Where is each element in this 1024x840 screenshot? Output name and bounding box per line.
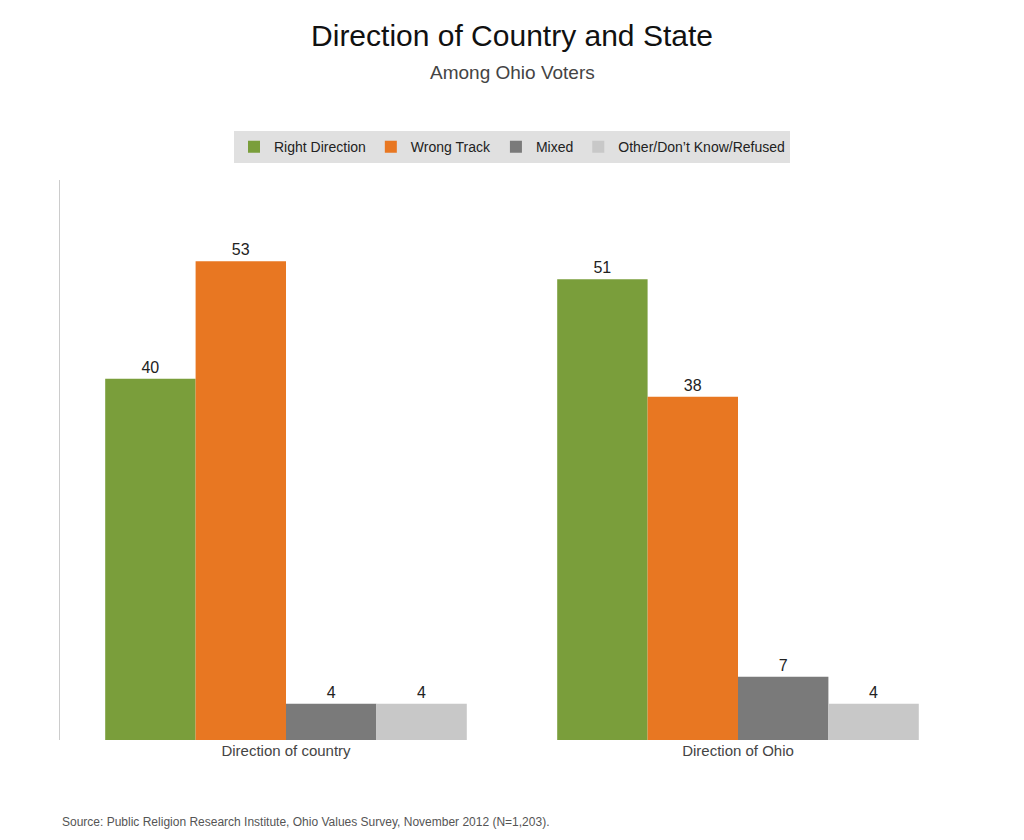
svg-text:38: 38: [684, 377, 702, 394]
svg-text:Mixed: Mixed: [536, 139, 573, 155]
svg-text:Among Ohio Voters: Among Ohio Voters: [430, 62, 595, 83]
svg-text:Direction of Country and State: Direction of Country and State: [311, 19, 713, 52]
svg-text:Other/Don’t Know/Refused: Other/Don’t Know/Refused: [618, 139, 785, 155]
svg-text:Direction of country: Direction of country: [221, 742, 351, 759]
svg-text:4: 4: [417, 684, 426, 701]
svg-text:Right Direction: Right Direction: [274, 139, 366, 155]
svg-text:7: 7: [779, 657, 788, 674]
svg-text:4: 4: [869, 684, 878, 701]
svg-text:Direction of Ohio: Direction of Ohio: [682, 742, 794, 759]
svg-text:Source: Public Religion Resear: Source: Public Religion Research Institu…: [62, 815, 549, 829]
svg-text:Wrong Track: Wrong Track: [411, 139, 491, 155]
svg-text:40: 40: [141, 359, 159, 376]
svg-text:53: 53: [232, 241, 250, 258]
svg-text:51: 51: [593, 259, 611, 276]
svg-text:4: 4: [327, 684, 336, 701]
